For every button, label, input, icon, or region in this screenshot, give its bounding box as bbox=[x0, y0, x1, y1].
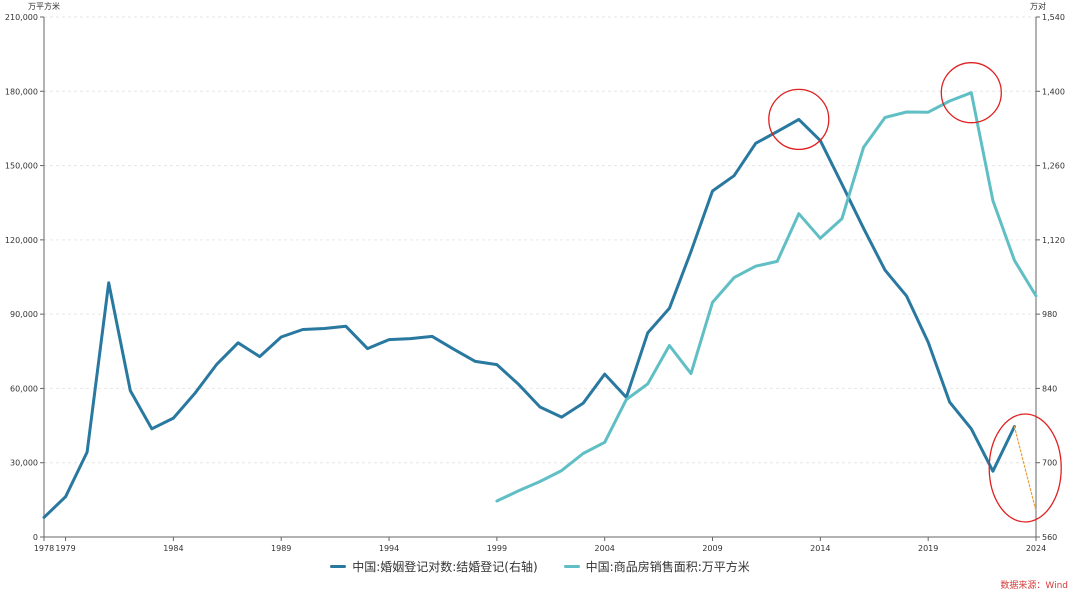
x-tick-label: 2019 bbox=[918, 544, 938, 553]
right-y-axis-ticks: 560 700 840 980 1,120 1,260 1,400 1,540 bbox=[1036, 13, 1065, 542]
x-tick-label: 1989 bbox=[271, 544, 291, 553]
annotation-circle bbox=[768, 88, 830, 151]
x-tick-label: 2009 bbox=[702, 544, 722, 553]
legend-swatch-marriage bbox=[330, 565, 347, 568]
legend-item-housing[interactable]: 中国:商品房销售面积:万平方米 bbox=[563, 558, 750, 575]
annotation-circle bbox=[988, 413, 1062, 523]
right-tick-label: 700 bbox=[1042, 459, 1057, 468]
x-tick-label: 1979 bbox=[55, 544, 75, 553]
left-tick-label: 90,000 bbox=[10, 310, 38, 319]
right-tick-label: 840 bbox=[1042, 384, 1057, 393]
left-tick-label: 60,000 bbox=[10, 384, 38, 393]
legend-label-marriage: 中国:婚姻登记对数:结婚登记(右轴) bbox=[352, 560, 538, 574]
left-tick-label: 150,000 bbox=[5, 162, 38, 171]
x-tick-label: 2024 bbox=[1026, 544, 1046, 553]
series-line-0 bbox=[42, 117, 1016, 519]
legend: 中国:婚姻登记对数:结婚登记(右轴) 中国:商品房销售面积:万平方米 bbox=[0, 558, 1080, 575]
right-axis-unit: 万对 bbox=[1030, 1, 1046, 11]
x-tick-label: 1984 bbox=[163, 544, 183, 553]
right-tick-label: 560 bbox=[1042, 533, 1057, 542]
series-line-1 bbox=[495, 91, 1038, 503]
left-axis-unit: 万平方米 bbox=[28, 1, 60, 11]
x-axis-ticks: 1978 1979 1984 1989 1994 1999 2004 2009 2014 2019… bbox=[34, 537, 1046, 553]
x-tick-label: 2014 bbox=[810, 544, 830, 553]
x-tick-label: 1994 bbox=[379, 544, 399, 553]
left-tick-label: 210,000 bbox=[5, 13, 38, 22]
axes bbox=[43, 17, 1037, 538]
annotation-circles bbox=[768, 62, 1062, 523]
right-tick-label: 1,540 bbox=[1042, 13, 1065, 22]
series-line-2 bbox=[1013, 426, 1037, 512]
legend-label-housing: 中国:商品房销售面积:万平方米 bbox=[585, 560, 750, 574]
right-tick-label: 1,120 bbox=[1042, 236, 1065, 245]
data-source: 数据来源：Wind bbox=[1000, 581, 1068, 591]
annotation-circle bbox=[940, 62, 1002, 124]
legend-item-marriage[interactable]: 中国:婚姻登记对数:结婚登记(右轴) bbox=[330, 558, 538, 575]
x-tick-label: 2004 bbox=[595, 544, 615, 553]
series-lines bbox=[42, 91, 1038, 519]
right-tick-label: 980 bbox=[1042, 310, 1057, 319]
right-tick-label: 1,260 bbox=[1042, 162, 1065, 171]
legend-swatch-housing bbox=[563, 565, 580, 568]
right-tick-label: 1,400 bbox=[1042, 87, 1065, 96]
left-tick-label: 120,000 bbox=[5, 236, 38, 245]
left-tick-label: 30,000 bbox=[10, 459, 38, 468]
left-tick-label: 180,000 bbox=[5, 87, 38, 96]
left-tick-label: 0 bbox=[33, 533, 38, 542]
left-y-axis-ticks: 0 30,000 60,000 90,000 120,000 150,000 180,000… bbox=[5, 13, 44, 542]
x-tick-label: 1978 bbox=[34, 544, 54, 553]
x-tick-label: 1999 bbox=[487, 544, 507, 553]
